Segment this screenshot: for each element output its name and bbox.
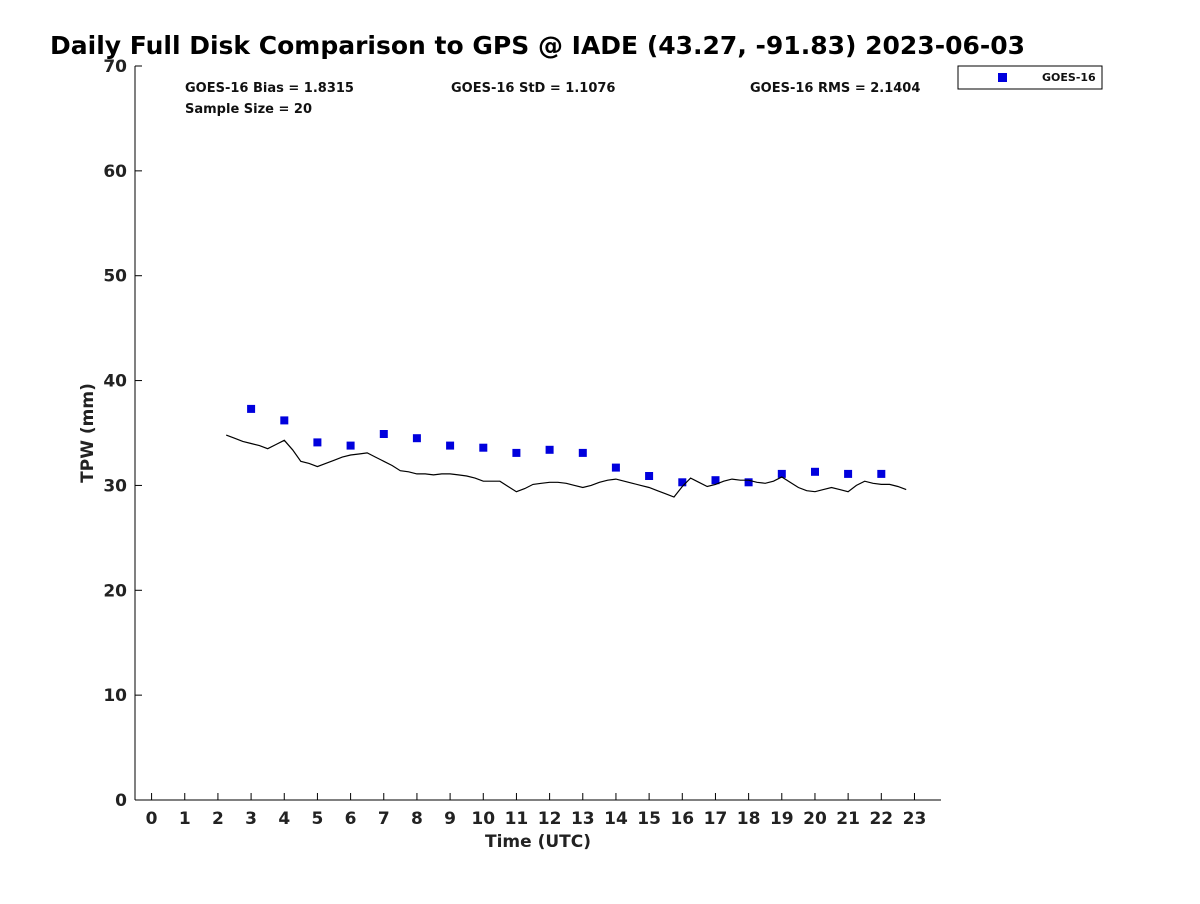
- goes16-data-point: [777, 469, 786, 478]
- series: [225, 404, 907, 498]
- goes16-data-point: [611, 463, 620, 472]
- y-tick-label: 60: [103, 162, 127, 182]
- goes16-data-point: [645, 472, 654, 480]
- y-tick-label: 0: [115, 791, 127, 811]
- y-tick-label: 40: [103, 372, 127, 392]
- x-tick-label: 2: [212, 809, 224, 829]
- goes16-data-point: [678, 478, 687, 487]
- x-tick-label: 3: [245, 809, 257, 829]
- x-tick-label: 6: [345, 809, 357, 829]
- stat-std: GOES-16 StD = 1.1076: [451, 81, 615, 96]
- legend: GOES-16: [957, 65, 1103, 90]
- stat-sample-size: Sample Size = 20: [185, 102, 312, 117]
- y-tick-label: 70: [103, 57, 127, 77]
- goes16-data-point: [247, 404, 256, 413]
- x-tick-label: 22: [869, 809, 893, 829]
- goes16-data-point: [412, 434, 421, 443]
- x-tick-label: 14: [604, 809, 628, 829]
- goes16-data-point: [545, 445, 554, 454]
- goes16-data-point: [744, 478, 753, 487]
- legend-box: [957, 65, 1103, 90]
- goes16-data-point: [578, 448, 587, 457]
- y-axis-label: TPW (mm): [78, 383, 98, 483]
- x-tick-label: 11: [505, 809, 529, 829]
- y-tick-label: 10: [103, 686, 127, 706]
- x-tick-label: 13: [571, 809, 595, 829]
- goes16-data-point: [280, 416, 289, 425]
- goes16-data-point: [811, 467, 819, 476]
- chart-title: Daily Full Disk Comparison to GPS @ IADE…: [50, 31, 1025, 60]
- x-tick-label: 12: [538, 809, 562, 829]
- x-tick-label: 5: [312, 809, 324, 829]
- goes16-data-point: [379, 430, 388, 438]
- x-tick-label: 23: [903, 809, 927, 829]
- x-axis-ticks: 0 1 2 3 4 5 6 7 8 9 10 11 12 13 14 15 16 17 18 19 20 21 22 23: [146, 793, 927, 829]
- x-tick-label: 16: [670, 809, 694, 829]
- goes16-data-point: [877, 469, 886, 478]
- legend-marker-goes16: [998, 73, 1007, 82]
- goes16-data-point: [844, 469, 853, 478]
- x-tick-label: 7: [378, 809, 390, 829]
- x-tick-label: 19: [770, 809, 794, 829]
- x-tick-label: 9: [444, 809, 456, 829]
- goes16-data-point: [346, 441, 355, 450]
- x-tick-label: 10: [471, 809, 495, 829]
- goes16-data-point: [479, 443, 488, 452]
- goes16-data-point: [313, 438, 322, 447]
- x-tick-label: 1: [179, 809, 191, 829]
- x-tick-label: 17: [704, 809, 728, 829]
- goes16-data-point: [446, 441, 455, 450]
- x-tick-label: 18: [737, 809, 761, 829]
- x-tick-label: 15: [637, 809, 661, 829]
- x-tick-label: 8: [411, 809, 423, 829]
- x-tick-label: 4: [278, 809, 290, 829]
- axes: [134, 66, 941, 801]
- x-tick-label: 20: [803, 809, 827, 829]
- stat-bias: GOES-16 Bias = 1.8315: [185, 81, 354, 96]
- x-axis-label: Time (UTC): [485, 832, 591, 852]
- y-tick-label: 50: [103, 267, 127, 287]
- gps-series-line: [225, 434, 907, 498]
- y-tick-label: 30: [103, 476, 127, 496]
- stat-rms: GOES-16 RMS = 2.1404: [750, 81, 920, 96]
- x-tick-label: 0: [146, 809, 158, 829]
- legend-label-goes16: GOES-16: [1042, 71, 1096, 84]
- y-axis-ticks: 0 10 20 30 40 50 60 70: [103, 57, 142, 811]
- y-tick-label: 20: [103, 581, 127, 601]
- goes16-data-point: [711, 476, 720, 485]
- goes16-data-point: [512, 448, 521, 457]
- x-tick-label: 21: [836, 809, 860, 829]
